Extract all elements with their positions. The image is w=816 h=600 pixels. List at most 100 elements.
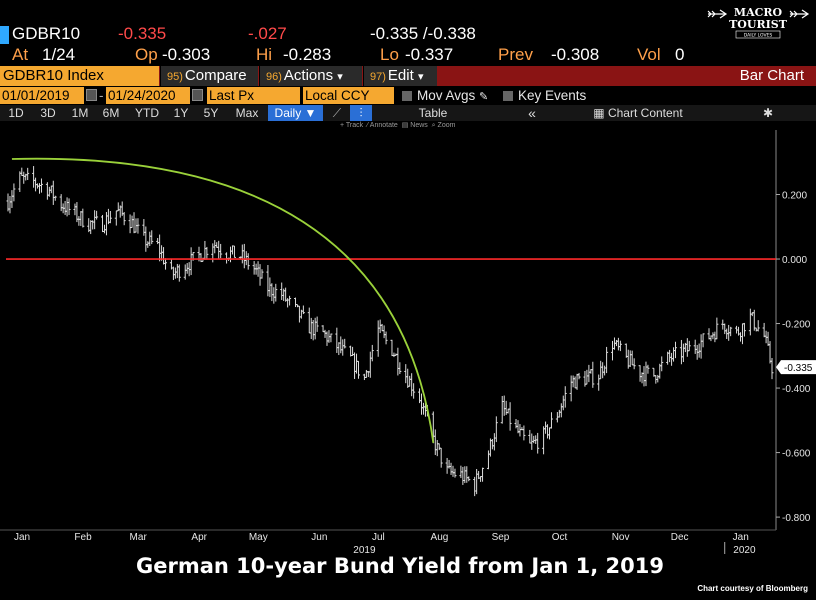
ohlc-bar [370,344,374,362]
range-5y[interactable]: 5Y [203,106,219,120]
x-tick-label: May [249,532,268,543]
ohlc-bar [146,241,150,248]
ohlc-bar [20,167,24,176]
field-select[interactable]: Last Px [207,87,300,104]
ohlc-bar [266,264,270,297]
ohlc-bar [329,333,333,343]
checkbox-icon [503,91,513,101]
frequency-select[interactable]: Daily ▼ [268,105,323,121]
ohlc-bar [575,373,579,390]
x-year-label: 2020 [733,545,756,556]
chart-content-button[interactable]: ▦ Chart Content [578,105,698,121]
ohlc-bar [435,440,439,457]
start-date-input[interactable]: 01/01/2019 [0,87,84,104]
news-tool[interactable]: ▤ News [401,122,428,129]
range-ytd[interactable]: YTD [135,106,159,120]
ohlc-bar [465,466,469,483]
open-label: Op [135,45,158,64]
actions-button[interactable]: 96) Actions ▾ [259,66,362,86]
x-tick-label: Jul [372,532,385,543]
ohlc-bar [697,343,701,358]
ohlc-bar [660,356,664,372]
gear-icon[interactable]: ✱ [762,106,774,120]
ohlc-bar [569,375,573,402]
ohlc-bar [311,319,315,341]
ohlc-bar [252,261,256,275]
ohlc-bar [532,435,536,444]
ohlc-bar [528,429,532,444]
ohlc-bar [597,374,601,391]
line-chart-icon[interactable]: ⟋ [332,106,342,120]
pencil-icon[interactable]: ✎ [479,91,489,103]
ohlc-bar [561,395,565,411]
ohlc-bar [343,338,347,349]
ohlc-bar [337,342,341,356]
ohlc-bar [713,331,717,343]
range-1d[interactable]: 1D [8,106,24,120]
ohlc-bar [490,439,494,450]
annotate-tool[interactable]: ⁄ Annotate [367,122,398,129]
ohlc-bar [325,331,329,346]
y-tick-label: -0.400 [782,384,811,395]
range-1y[interactable]: 1Y [173,106,189,120]
compare-button[interactable]: 95) Compare [160,66,258,86]
ohlc-bar [65,197,69,217]
ohlc-bar [723,323,727,335]
ohlc-bar [229,246,233,263]
calendar-icon[interactable] [192,89,203,101]
ohlc-bar [32,166,36,188]
range-max[interactable]: Max [235,106,259,120]
x-tick-label: Jan [733,532,749,543]
calendar-icon[interactable] [86,89,97,101]
ohlc-bar [707,328,711,340]
macro-tourist-logo: MACRO TOURIST DAILY LOVES [707,6,810,39]
collapse-icon[interactable]: « [528,105,536,121]
ohlc-bar [632,358,636,370]
ohlc-bar [67,198,71,216]
ohlc-bar [183,264,187,280]
table-button[interactable]: Table [418,106,448,120]
edit-button[interactable]: 97) Edit ▾ [363,66,437,86]
ohlc-bar [421,402,425,415]
mov-avgs-toggle[interactable]: Mov Avgs ✎ [402,87,488,104]
ohlc-bar [205,246,209,260]
ohlc-bar [447,459,451,469]
yield-chart[interactable]: 0.200 0.000 -0.200 -0.400 -0.600 -0.800 Jan Feb… [0,130,816,556]
ohlc-bar [175,263,179,279]
key-events-toggle[interactable]: Key Events [503,87,586,104]
trend-arc [11,157,435,444]
high-value: -0.283 [283,45,332,64]
security-field[interactable]: GDBR10 Index [0,66,159,86]
ohlc-bar [557,409,561,418]
edit-caret: ▾ [417,71,424,83]
ohlc-bar [8,195,12,214]
zoom-tool[interactable]: ⌕ Zoom [431,122,456,129]
ohlc-bar [217,240,221,260]
currency-select[interactable]: Local CCY [303,87,394,104]
track-tool[interactable]: + Track [340,122,364,129]
end-date-input[interactable]: 01/24/2020 [106,87,190,104]
ohlc-bar [453,468,457,478]
ohlc-bar [53,195,57,201]
range-1m[interactable]: 1M [71,106,89,120]
range-6m[interactable]: 6M [102,106,120,120]
ohlc-bar [585,369,589,385]
ohlc-bar [315,316,319,332]
ohlc-bar [297,305,301,323]
ohlc-bar [321,325,325,333]
chart-type-label[interactable]: Bar Chart [739,67,804,84]
ohlc-bar [171,266,175,280]
x-tick-label: Feb [74,532,92,543]
compare-label: Compare [184,67,247,84]
ohlc-bar [404,364,408,384]
ohlc-bar [754,327,758,332]
ohlc-bar [642,366,646,387]
ohlc-bar [268,277,272,297]
ohlc-bar [475,468,479,495]
bar-chart-icon[interactable]: ⫶ [350,105,372,121]
ohlc-bar [364,369,368,378]
ohlc-bar [18,171,22,193]
ohlc-bar [628,350,632,368]
ohlc-bar [38,183,42,194]
range-3d[interactable]: 3D [40,106,56,120]
